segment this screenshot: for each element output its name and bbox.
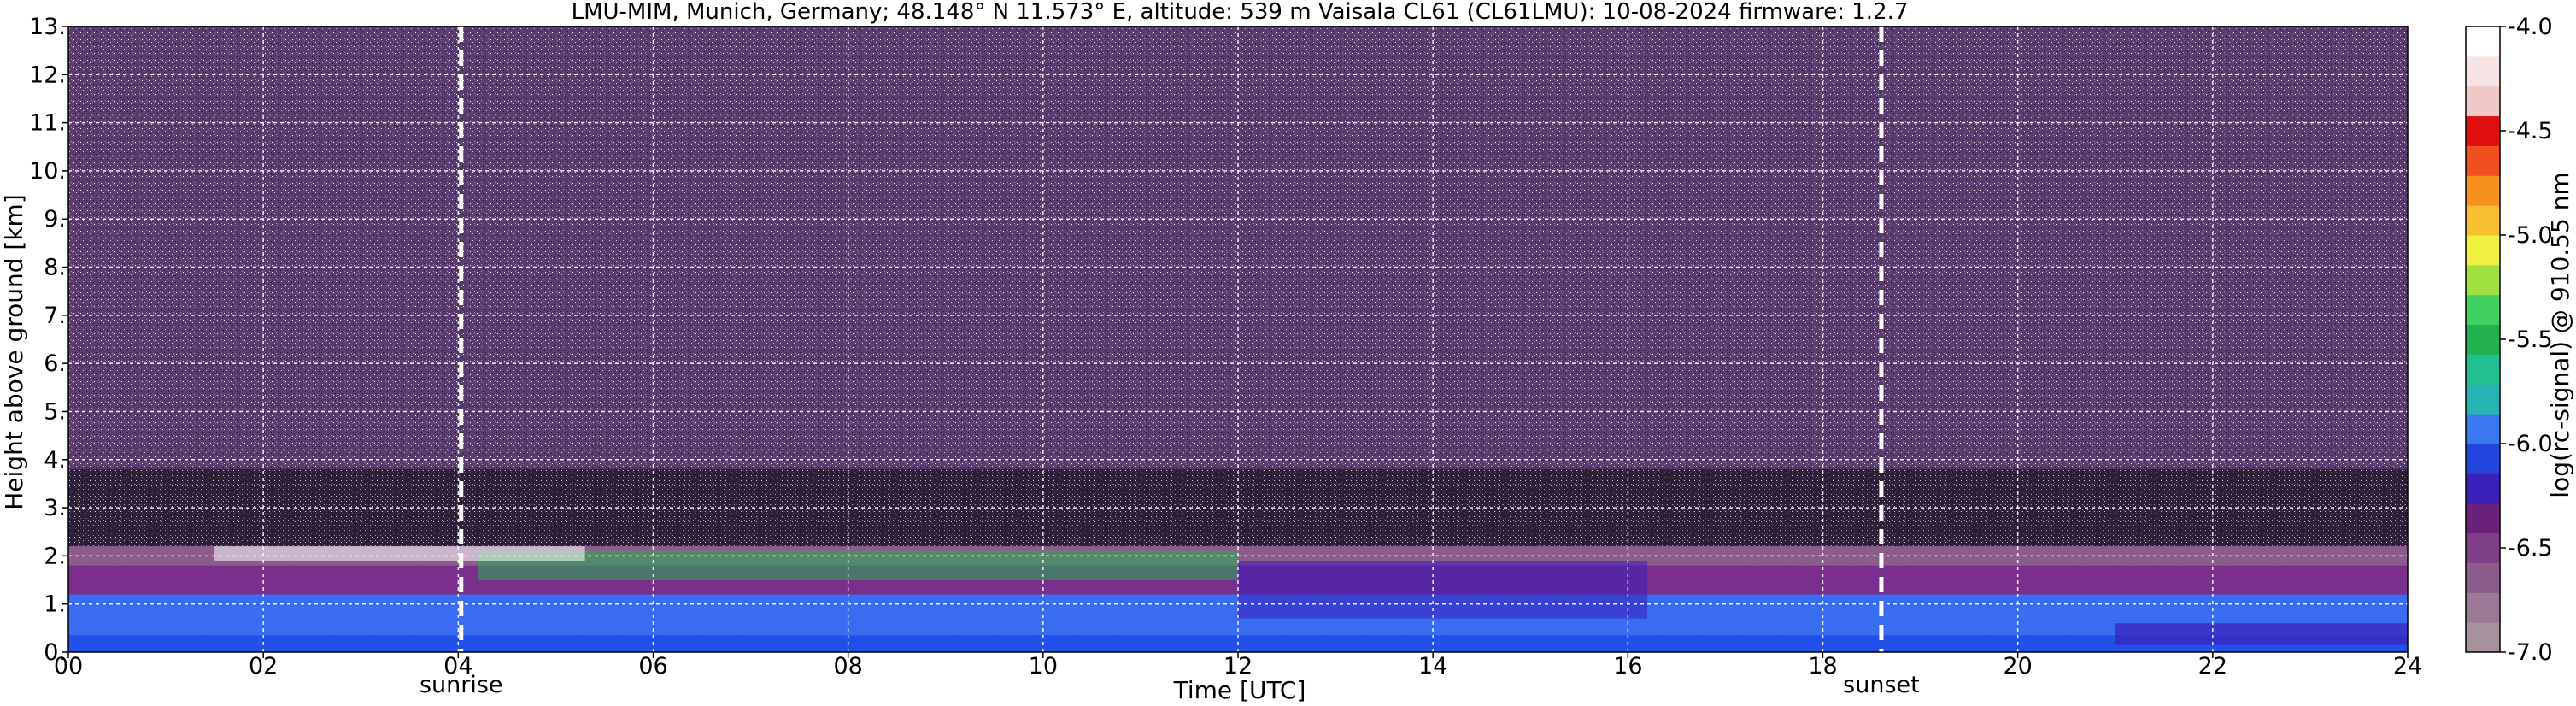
colorbar-segment-18 xyxy=(2466,85,2500,117)
y-tick-label-12: 12. xyxy=(29,62,66,88)
x-tick-label-8: 16 xyxy=(1613,653,1642,680)
colorbar-segment-11 xyxy=(2466,294,2500,326)
colorbar-label: log(rc-signal) @ 910.55 nm xyxy=(2546,172,2574,497)
y-tick-label-13: 13. xyxy=(29,14,66,40)
y-tick-label-0: 0. xyxy=(44,639,66,666)
colorbar-segment-19 xyxy=(2466,56,2500,87)
colorbar-segment-3 xyxy=(2466,532,2500,563)
x-tick-label-5: 10 xyxy=(1029,653,1058,680)
x-tick-label-4: 08 xyxy=(833,653,862,680)
colorbar-segment-6 xyxy=(2466,444,2500,474)
y-tick-label-11: 11. xyxy=(29,110,66,137)
colorbar-tick-label-4: -5.0 xyxy=(2508,222,2553,249)
colorbar-segment-2 xyxy=(2466,562,2500,593)
sun-markers: sunrise sunset xyxy=(420,26,1920,698)
colorbar-segment-15 xyxy=(2466,175,2500,206)
chart-title: LMU-MIM, Munich, Germany; 48.148° N 11.5… xyxy=(572,0,1909,25)
y-tick-label-7: 7. xyxy=(44,303,66,329)
colorbar-tick-label-1: -6.5 xyxy=(2508,535,2553,562)
x-tick-label-1: 02 xyxy=(249,653,278,680)
colorbar-segment-9 xyxy=(2466,354,2500,385)
x-tick-label-6: 12 xyxy=(1223,653,1253,680)
colorbar-tick-label-6: -4.0 xyxy=(2508,14,2553,40)
layer-afternoon-plumes xyxy=(1238,561,1648,619)
colorbar-segment-16 xyxy=(2466,145,2500,176)
colorbar-segment-7 xyxy=(2466,414,2500,444)
y-tick-label-1: 1. xyxy=(44,591,66,618)
colorbar-segment-12 xyxy=(2466,264,2500,296)
y-tick-label-5: 5. xyxy=(44,398,66,425)
colorbar-segment-5 xyxy=(2466,473,2500,504)
colorbar: -7.0 -6.5 -6.0 -5.5 -5.0 -4.5 -4.0 xyxy=(2465,14,2553,666)
colorbar-tick-label-0: -7.0 xyxy=(2508,639,2553,666)
y-tick-label-8: 8. xyxy=(44,255,66,281)
y-tick-label-3: 3. xyxy=(44,495,66,521)
x-tick-label-2: 04 xyxy=(443,653,472,680)
colorbar-segment-4 xyxy=(2466,503,2500,534)
x-tick-label-3: 06 xyxy=(638,653,667,680)
x-axis-label: Time [UTC] xyxy=(1173,676,1306,704)
marker-label-sunrise: sunrise xyxy=(420,672,503,698)
colorbar-segment-17 xyxy=(2466,115,2500,146)
colorbar-segment-14 xyxy=(2466,205,2500,236)
colorbar-segment-8 xyxy=(2466,384,2500,415)
x-tick-label-0: 00 xyxy=(54,653,83,680)
axes: 00 02 04 06 08 10 12 14 16 18 20 22 24 0. 1. 2. 3. 4. 5. 6.… xyxy=(29,14,2422,680)
layer-cloud-top xyxy=(214,546,585,562)
x-tick-label-10: 20 xyxy=(2003,653,2032,680)
y-axis-label: Height above ground [km] xyxy=(0,194,28,510)
y-tick-label-10: 10. xyxy=(29,158,66,185)
grid-lines xyxy=(68,26,2408,652)
x-tick-label-7: 14 xyxy=(1418,653,1447,680)
layer-night-stable xyxy=(2115,623,2408,645)
y-tick-label-9: 9. xyxy=(44,206,66,232)
colorbar-segment-1 xyxy=(2466,592,2500,623)
y-tick-label-4: 4. xyxy=(44,447,66,474)
x-tick-label-12: 24 xyxy=(2393,653,2422,680)
colorbar-tick-label-5: -4.5 xyxy=(2508,118,2553,144)
colorbar-segment-0 xyxy=(2466,622,2500,653)
marker-label-sunset: sunset xyxy=(1843,672,1920,698)
x-tick-label-9: 18 xyxy=(1808,653,1837,680)
colorbar-tick-label-3: -5.5 xyxy=(2508,327,2553,353)
colorbar-segment-20 xyxy=(2466,26,2500,57)
colorbar-segment-13 xyxy=(2466,235,2500,266)
colorbar-tick-label-2: -6.0 xyxy=(2508,431,2553,457)
y-tick-label-2: 2. xyxy=(44,543,66,569)
y-tick-label-6: 6. xyxy=(44,350,66,377)
colorbar-segment-10 xyxy=(2466,324,2500,355)
x-tick-label-11: 22 xyxy=(2198,653,2227,680)
